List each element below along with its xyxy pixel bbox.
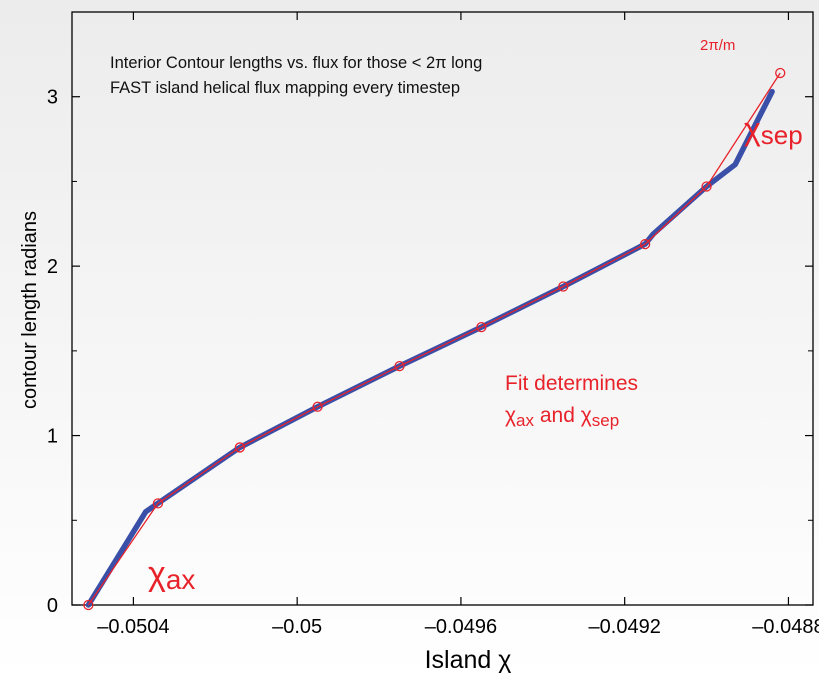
x-tick-label: –0.0496 [425, 616, 497, 638]
y-tick-label: 0 [47, 595, 58, 617]
fit-point [234, 442, 246, 453]
fit-point [639, 238, 651, 250]
chi-sep-subscript: sep [761, 120, 803, 150]
plot-frame [71, 11, 814, 606]
x-tick-label: –0.0504 [97, 616, 169, 638]
fit-point [558, 281, 569, 292]
fit-chi-sep: χ [581, 404, 592, 427]
fit-point [394, 360, 405, 372]
contour-length-curve [85, 88, 775, 608]
chi-sep-label: χsep [744, 111, 803, 150]
x-axis-label: Island χ [425, 646, 512, 674]
fit-point [152, 498, 164, 509]
fit-point [83, 599, 94, 611]
fit-note-line-1: Fit determines [505, 372, 638, 395]
fit-point [476, 321, 487, 333]
chi-ax-label: χax [148, 555, 195, 595]
fit-and: and [534, 404, 581, 427]
chi-ax-symbol: χ [148, 555, 166, 593]
y-tick-label: 1 [47, 426, 58, 448]
y-axis-label: contour length radians [19, 211, 41, 409]
fit-chi-ax: χ [505, 404, 516, 427]
fit-line [87, 72, 781, 606]
axis-ticks: –0.0504 –0.05 –0.0496 –0.0492 –0.0488 0 1 2 3 [47, 12, 819, 638]
chi-ax-subscript: ax [166, 564, 196, 595]
chi-sep-symbol: χ [744, 111, 761, 147]
x-tick-label: –0.0492 [589, 616, 661, 638]
y-tick-label: 2 [47, 256, 58, 278]
x-tick-label: –0.0488 [752, 616, 819, 638]
y-tick-label: 3 [47, 87, 58, 109]
end-point-label: 2π/m [700, 37, 735, 54]
fit-sep-subscript: sep [592, 411, 619, 430]
fit-ax-subscript: ax [516, 411, 534, 430]
series-group [83, 67, 786, 611]
fit-point [775, 67, 786, 79]
fit-point [701, 181, 712, 192]
x-tick-label: –0.05 [272, 616, 322, 638]
fit-note-line-2: χax and χsep [505, 404, 619, 430]
header-line-2: FAST island helical flux mapping every t… [110, 79, 460, 97]
header-line-1: Interior Contour lengths vs. flux for th… [110, 54, 482, 72]
fit-point [312, 401, 323, 412]
